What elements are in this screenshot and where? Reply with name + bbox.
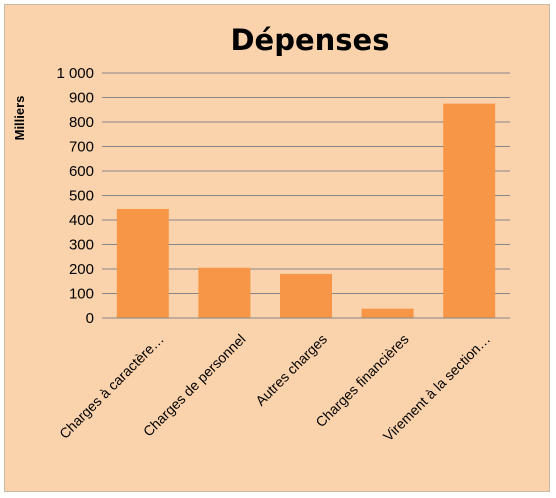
y-tick-label: 800 — [69, 114, 94, 131]
bar — [443, 103, 496, 318]
y-tick-label: 900 — [69, 90, 94, 107]
y-tick-label: 0 — [86, 310, 94, 327]
y-tick-label: 100 — [69, 286, 94, 303]
y-axis-label: Milliers — [12, 96, 27, 141]
y-tick-label: 1 000 — [56, 65, 94, 82]
y-tick-labels: 0 100 200 300 400 500 600 700 800 900 1 000 — [56, 65, 94, 327]
chart-title: Dépenses — [230, 23, 389, 57]
x-tick-label: Autres charges — [252, 331, 330, 409]
y-tick-label: 200 — [69, 261, 94, 278]
bar — [280, 273, 332, 318]
y-tick-label: 600 — [69, 163, 94, 180]
y-tick-label: 300 — [69, 237, 94, 254]
bar — [116, 208, 169, 318]
y-tick-label: 400 — [69, 212, 94, 229]
y-tick-label: 700 — [69, 139, 94, 156]
x-tick-labels: Charges à caractère…Charges de personnel… — [56, 331, 493, 444]
y-tick-label: 500 — [69, 188, 94, 205]
bar — [361, 308, 414, 318]
bars — [116, 103, 496, 318]
bar — [198, 267, 251, 318]
